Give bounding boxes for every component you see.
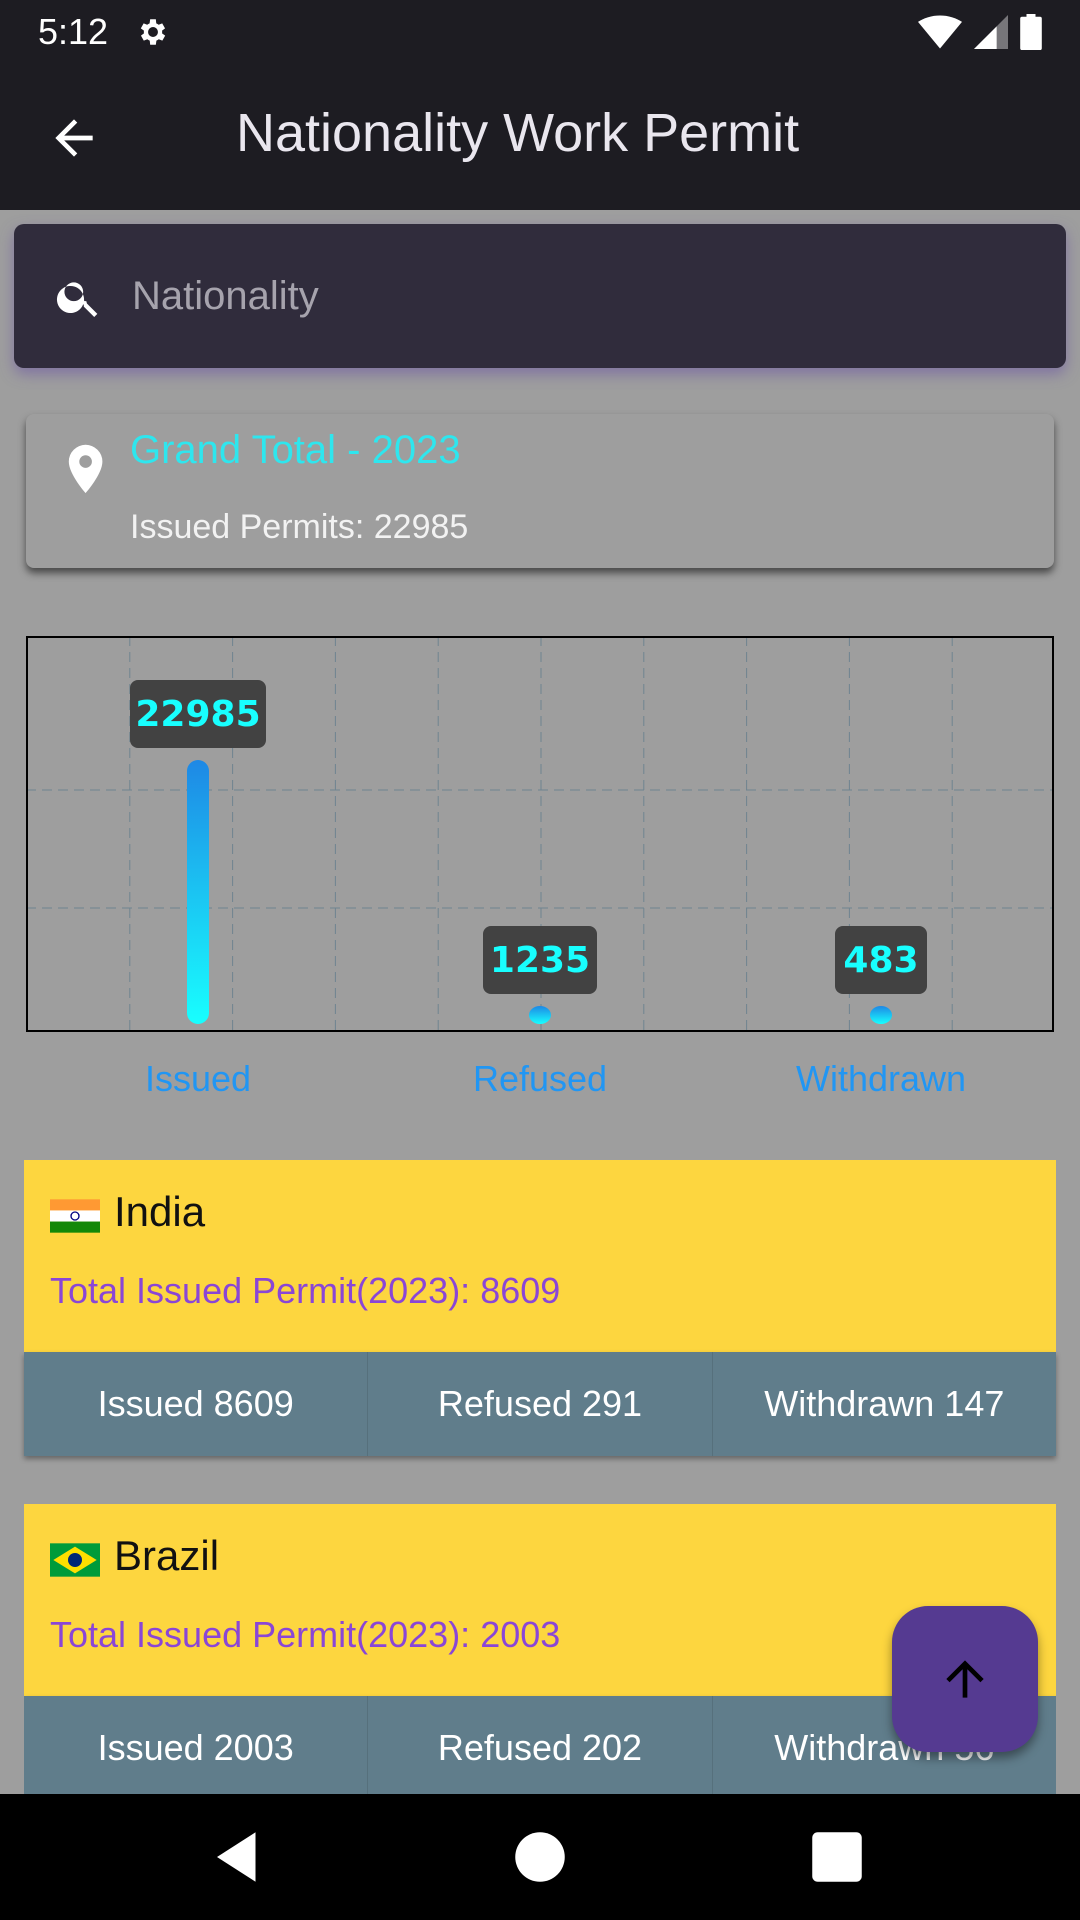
x-label-refused: Refused — [473, 1058, 607, 1100]
country-name: Brazil — [114, 1532, 219, 1580]
country-total: Total Issued Permit(2023): 8609 — [50, 1270, 560, 1312]
battery-icon — [1020, 14, 1042, 50]
chart-bars: 22985 1235 483 — [130, 680, 927, 1024]
system-nav-bar — [0, 1794, 1080, 1920]
bar-issued — [187, 760, 209, 1024]
value-label-text: 483 — [843, 940, 918, 981]
home-circle-icon[interactable] — [507, 1824, 573, 1890]
scroll-to-top-button[interactable] — [892, 1606, 1038, 1752]
wifi-icon — [918, 15, 962, 49]
app-bar: Nationality Work Permit — [0, 64, 1080, 210]
search-bar — [14, 224, 1066, 368]
chart-x-labels: Issued Refused Withdrawn — [26, 1058, 1054, 1112]
back-triangle-icon[interactable] — [206, 1824, 272, 1890]
signal-icon — [974, 15, 1008, 49]
stat-issued: Issued 2003 — [24, 1696, 368, 1794]
stat-refused: Refused 202 — [368, 1696, 712, 1794]
recents-square-icon[interactable] — [804, 1824, 870, 1890]
stat-issued: Issued 8609 — [24, 1352, 368, 1456]
brazil-flag-icon — [50, 1542, 100, 1578]
stat-refused: Refused 291 — [368, 1352, 712, 1456]
grand-total-card: Grand Total - 2023 Issued Permits: 22985 — [26, 414, 1054, 568]
page-title: Nationality Work Permit — [236, 102, 799, 164]
country-card-india[interactable]: India Total Issued Permit(2023): 8609 Is… — [24, 1160, 1056, 1456]
search-icon — [54, 272, 104, 322]
country-header: India Total Issued Permit(2023): 8609 — [24, 1160, 1056, 1352]
stat-withdrawn: Withdrawn 147 — [713, 1352, 1056, 1456]
india-flag-icon — [50, 1198, 100, 1234]
value-label-issued: 22985 — [130, 680, 266, 748]
status-bar: 5:12 — [0, 0, 1080, 64]
bar-withdrawn — [870, 1006, 892, 1024]
value-label-refused: 1235 — [483, 926, 597, 994]
arrow-left-icon[interactable] — [46, 110, 102, 166]
grand-total-subtitle: Issued Permits: 22985 — [130, 508, 468, 547]
search-input[interactable] — [132, 260, 1012, 332]
x-label-withdrawn: Withdrawn — [796, 1058, 966, 1100]
country-stats: Issued 8609 Refused 291 Withdrawn 147 — [24, 1352, 1056, 1456]
permit-chart: 22985 1235 483 — [26, 636, 1054, 1032]
grand-total-title: Grand Total - 2023 — [130, 428, 461, 473]
value-label-text: 1235 — [490, 940, 590, 981]
status-icons — [918, 14, 1042, 50]
x-label-issued: Issued — [145, 1058, 251, 1100]
arrow-up-icon — [937, 1651, 993, 1707]
value-label-text: 22985 — [135, 694, 260, 735]
bar-refused — [529, 1006, 551, 1024]
bar-chart: 22985 1235 483 — [26, 636, 1054, 1032]
country-total: Total Issued Permit(2023): 2003 — [50, 1614, 560, 1656]
country-name: India — [114, 1188, 205, 1236]
gear-icon — [136, 15, 170, 49]
value-label-withdrawn: 483 — [835, 926, 927, 994]
status-time: 5:12 — [38, 11, 108, 53]
